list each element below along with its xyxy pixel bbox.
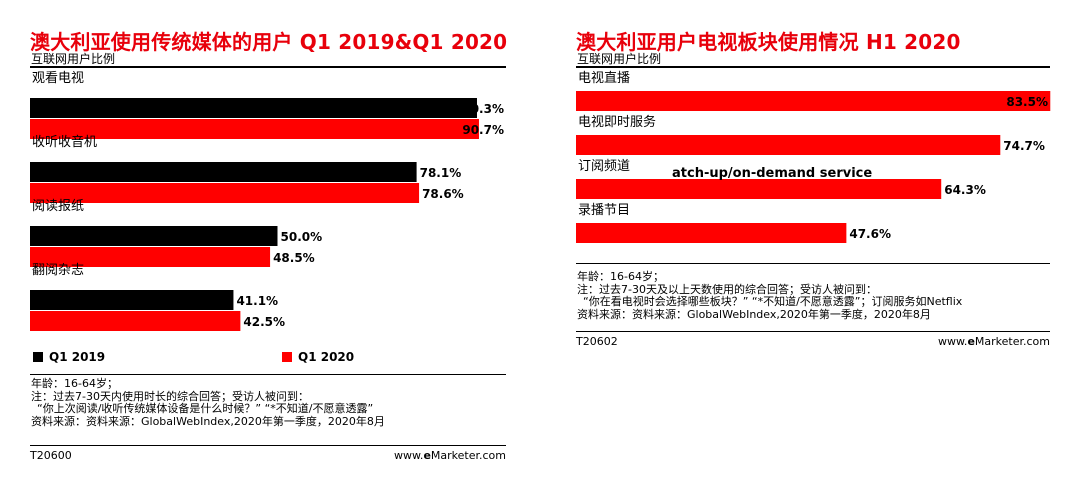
category-label-4: 录播节目 (578, 203, 630, 218)
data-label-series1-cat4: 41.1% (236, 294, 278, 308)
right-notes-rule (576, 263, 1050, 264)
right-bar-chart: 电视直播 83.5% 电视即时服务 74.7% 订阅频道 64.3% 录播节目 47.6% (576, 71, 1051, 243)
left-bar-chart: 观看电视 90.3% 90.7% 收听收音机 78.1% 78.6% 阅读报纸 50.0% 48… (30, 70, 504, 331)
right-footer-code: T20602 (576, 335, 618, 348)
legend-item-q1-2019: Q1 2019 (33, 350, 105, 364)
data-label-series1-cat2: 74.7% (1003, 139, 1045, 153)
left-chart-subtitle: 互联网用户比例 (31, 52, 116, 66)
right-chart-subtitle: 互联网用户比例 (577, 52, 662, 66)
data-label-series1-cat1: 83.5% (1006, 95, 1048, 109)
right-bar-area: 电视直播 83.5% 电视即时服务 74.7% 订阅频道 64.3% 录播节目 47.6% (576, 70, 1051, 260)
bar-series1-cat1 (30, 98, 477, 118)
bar-series1-cat3 (30, 226, 278, 246)
right-footer-rule (576, 331, 1050, 332)
bar-series1-cat4 (30, 290, 234, 310)
bar-series1-cat2 (576, 135, 1001, 155)
data-label-series2-cat1: 90.7% (462, 123, 504, 137)
right-overlay-text: atch-up/on-demand service (672, 166, 873, 181)
right-chart-panel: 澳大利亚用户电视板块使用情况 H1 2020 互联网用户比例 电视直播 83.5%… (576, 0, 1051, 360)
legend-label-q1-2019: Q1 2019 (49, 350, 106, 364)
data-label-series1-cat3: 50.0% (281, 230, 323, 244)
bar-series1-cat1 (576, 91, 1051, 111)
right-notes: 年龄：16-64岁； 注：过去7-30天及以上天数使用的综合回答；受访人被问到：… (577, 270, 963, 321)
right-footer-brand: www.eMarketer.com (937, 335, 1050, 348)
category-label-3: 订阅频道 (578, 159, 630, 174)
bar-series2-cat1 (30, 119, 479, 139)
left-footer-rule (30, 445, 506, 446)
bar-series2-cat2 (30, 183, 420, 203)
category-label-1: 电视直播 (578, 71, 630, 86)
right-chart-title: 澳大利亚用户电视板块使用情况 H1 2020 (576, 30, 961, 54)
bar-series2-cat4 (30, 311, 241, 331)
legend-swatch-q1-2019 (33, 352, 43, 362)
category-label-3: 阅读报纸 (32, 199, 84, 214)
right-note-age: 年龄：16-64岁； (577, 270, 664, 283)
bar-series1-cat3 (576, 179, 942, 199)
data-label-series1-cat4: 47.6% (849, 227, 891, 241)
data-label-series2-cat4: 42.5% (243, 315, 285, 329)
left-footer-brand: www.eMarketer.com (393, 449, 506, 462)
category-label-2: 电视即时服务 (578, 114, 656, 130)
left-note-source: 资料来源：资料来源：GlobalWebIndex,2020年第一季度，2020年… (31, 414, 385, 428)
left-chart-panel: 澳大利亚使用传统媒体的用户 Q1 2019&Q1 2020 互联网用户比例 观看… (30, 0, 508, 470)
left-footer-code: T20600 (30, 449, 72, 462)
category-label-1: 观看电视 (32, 70, 84, 86)
left-top-rule (30, 66, 506, 68)
bar-series2-cat3 (30, 247, 271, 267)
right-note-quote: “你在看电视时会选择哪些板块？” “*不知道/不愿意透露”；订阅服务如Netfl… (583, 295, 963, 308)
left-note-age: 年龄：16-64岁； (31, 377, 118, 390)
data-label-series1-cat3: 64.3% (944, 183, 986, 197)
right-note-source: 资料来源：资料来源：GlobalWebIndex,2020年第一季度，2020年… (577, 307, 931, 321)
bar-series1-cat4 (576, 223, 847, 243)
legend-swatch-q1-2020 (282, 352, 292, 362)
legend-label-q1-2020: Q1 2020 (298, 350, 355, 364)
left-note-question: 注：过去7-30天内使用时长的综合回答；受访人被问到： (31, 389, 309, 403)
left-notes-rule (30, 374, 506, 375)
category-label-2: 收听收音机 (32, 134, 97, 150)
data-label-series2-cat2: 78.6% (422, 187, 464, 201)
left-chart-title: 澳大利亚使用传统媒体的用户 Q1 2019&Q1 2020 (30, 30, 508, 54)
right-note-question: 注：过去7-30天及以上天数使用的综合回答；受访人被问到： (577, 282, 877, 296)
data-label-series1-cat2: 78.1% (420, 166, 462, 180)
data-label-series1-cat1: 90.3% (462, 102, 504, 116)
right-top-rule (576, 66, 1050, 68)
bar-series1-cat2 (30, 162, 417, 182)
data-label-series2-cat3: 48.5% (273, 251, 315, 265)
left-legend: Q1 2019 Q1 2020 (30, 350, 506, 366)
left-note-quote: “你上次阅读/收听传统媒体设备是什么时候？” “*不知道/不愿意透露” (37, 402, 374, 415)
left-bar-area: 观看电视 90.3% 90.7% 收听收音机 78.1% 78.6% 阅读报纸 50.0% 48… (30, 70, 506, 340)
category-label-4: 翻阅杂志 (32, 263, 84, 278)
legend-item-q1-2020: Q1 2020 (282, 350, 354, 364)
left-notes: 年龄：16-64岁； 注：过去7-30天内使用时长的综合回答；受访人被问到： “… (31, 377, 385, 428)
